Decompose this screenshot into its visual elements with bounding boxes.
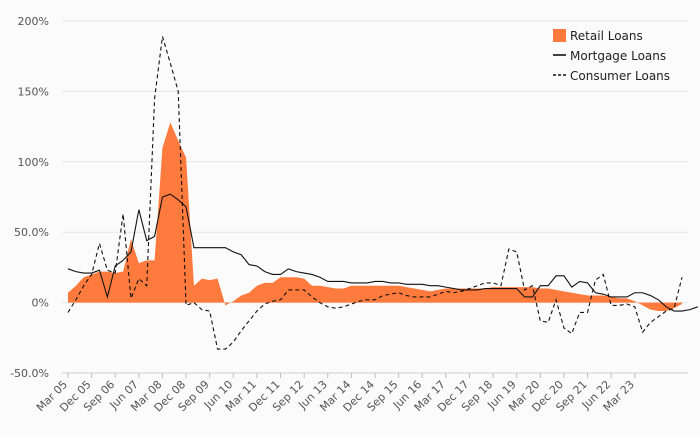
y-tick-label: 100% [18,156,49,169]
legend-label-retail: Retail Loans [570,29,643,43]
y-tick-label: 0% [32,297,49,310]
retail-loans-area [68,122,682,312]
consumer-loans-line [67,36,683,350]
y-tick-label: 50.0% [14,226,49,239]
y-tick-label: -50.0% [10,367,49,380]
y-tick-label: 200% [18,15,49,28]
legend-swatch-retail [553,29,566,42]
legend-label-mortgage: Mortgage Loans [570,49,666,63]
y-tick-label: 150% [18,85,49,98]
legend-label-consumer: Consumer Loans [570,69,670,83]
